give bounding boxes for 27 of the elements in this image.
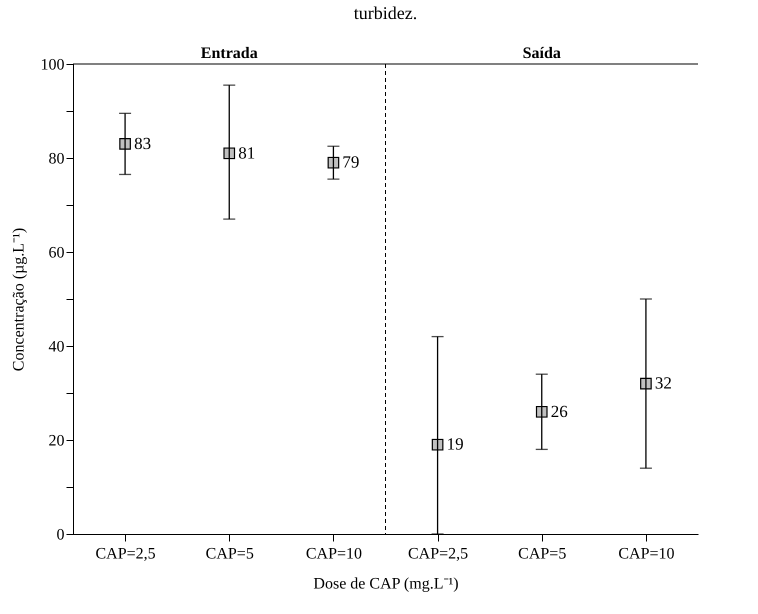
y-tick-label: 60	[48, 244, 64, 262]
text: Entrada	[200, 45, 258, 62]
data-label: 32	[654, 374, 672, 393]
x-tick-label: CAP=10	[618, 546, 674, 562]
text: Saída	[522, 45, 561, 62]
y-tick-label: 20	[48, 432, 64, 450]
x-tick-label: CAP=5	[206, 546, 254, 562]
y-axis-title: Concentração (µg.L⁻¹)	[10, 228, 28, 372]
x-tick-label: CAP=5	[518, 546, 566, 562]
y-tick-label: 0	[56, 526, 64, 544]
point	[432, 438, 444, 451]
x-tick-label: CAP=10	[306, 546, 362, 562]
data-label: 79	[342, 152, 360, 172]
data-label: 19	[446, 434, 464, 454]
data-label: 26	[550, 402, 568, 421]
x-axis-title: Dose de CAP (mg.L⁻¹)	[313, 576, 459, 592]
data-label: 83	[134, 134, 152, 153]
x-tick-label: CAP=2,5	[96, 546, 156, 562]
x-tick-label: CAP=2,5	[408, 546, 468, 562]
y-tick-label: 100	[40, 56, 64, 74]
chart-title: turbidez.	[354, 3, 418, 23]
y-tick-label: 80	[48, 150, 64, 168]
point	[119, 138, 131, 150]
data-label: 81	[238, 143, 256, 162]
point	[640, 378, 652, 390]
y-tick-label: 40	[48, 338, 64, 356]
point	[328, 156, 340, 169]
